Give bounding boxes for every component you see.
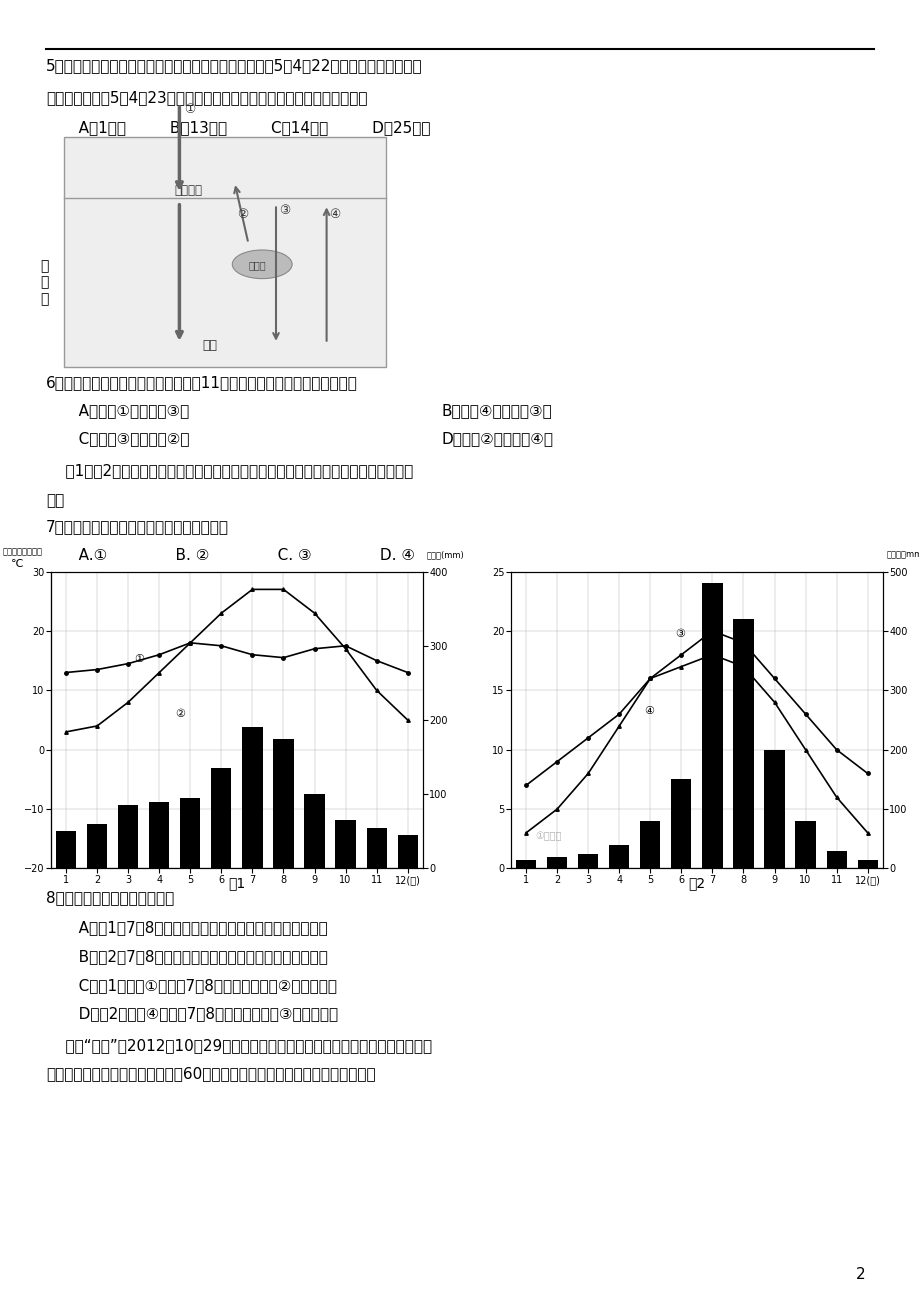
Text: 6．右图是大气受热过程示意图，该圶11日昼夜温差最小，主要是因为当日: 6．右图是大气受热过程示意图，该圶11日昼夜温差最小，主要是因为当日 xyxy=(46,375,357,391)
Bar xyxy=(825,850,845,868)
Text: A．图1中7、8月份降水丰富是因为对流运动旺盛多对流雨: A．图1中7、8月份降水丰富是因为对流运动旺盛多对流雨 xyxy=(64,921,328,936)
Text: 5．在北京的小红与在纽约（西五区）的小明于北京时间5月4日22时结束在网上交谈，并: 5．在北京的小红与在纽约（西五区）的小明于北京时间5月4日22时结束在网上交谈，… xyxy=(46,59,422,74)
Bar xyxy=(764,750,784,868)
Bar xyxy=(640,822,660,868)
Text: ②: ② xyxy=(237,208,248,221)
Bar xyxy=(397,835,417,868)
Text: C．白天③强，夜晚②弱: C．白天③强，夜晚②弱 xyxy=(64,431,189,447)
Text: B．图2中7、8月份降水量有所减少是受副热带高压的影响: B．图2中7、8月份降水量有所减少是受副热带高压的影响 xyxy=(64,949,328,965)
Text: ④: ④ xyxy=(329,208,340,221)
Bar xyxy=(211,768,232,868)
Text: ③: ③ xyxy=(278,204,289,217)
Text: ①正确云: ①正确云 xyxy=(535,831,562,841)
Text: 大气上界: 大气上界 xyxy=(175,184,202,197)
Text: 图2: 图2 xyxy=(687,876,704,891)
Bar xyxy=(149,802,169,868)
Text: C．图1中曲线①数值在7、8月份下降与曲线②的上升有关: C．图1中曲线①数值在7、8月份下降与曲线②的上升有关 xyxy=(64,978,337,993)
Bar xyxy=(795,822,815,868)
Text: ①: ① xyxy=(134,654,144,664)
Text: 大
气
层: 大 气 层 xyxy=(40,259,49,306)
Bar xyxy=(335,820,356,868)
Text: ④: ④ xyxy=(643,706,653,716)
Text: ②: ② xyxy=(175,710,185,719)
Text: 地面: 地面 xyxy=(202,339,217,352)
Text: 风暴“桑迪”于2012年10月29日在大西洋城登陆，对新泽西、纽约、康涅狄格州造: 风暴“桑迪”于2012年10月29日在大西洋城登陆，对新泽西、纽约、康涅狄格州造 xyxy=(46,1038,432,1053)
FancyBboxPatch shape xyxy=(64,137,386,367)
Text: A.①              B. ②              C. ③              D. ④: A.① B. ② C. ③ D. ④ xyxy=(64,548,415,564)
Text: 正确云: 正确云 xyxy=(248,260,267,271)
Text: 降水量(mm): 降水量(mm) xyxy=(426,551,464,560)
Bar xyxy=(701,583,721,868)
Text: D．白天②强，夜晚④强: D．白天②强，夜晚④强 xyxy=(441,431,553,447)
Text: 降水量（mm）: 降水量（mm） xyxy=(886,551,919,560)
Y-axis label: ℃: ℃ xyxy=(11,559,23,569)
Bar xyxy=(118,806,138,868)
Bar xyxy=(857,859,877,868)
Text: A．白天①强，夜晚③弱: A．白天①强，夜晚③弱 xyxy=(64,404,189,419)
Bar xyxy=(366,828,386,868)
Bar xyxy=(56,832,76,868)
Bar xyxy=(608,845,629,868)
Text: B．白天④强，夜晚③强: B．白天④强，夜晚③强 xyxy=(441,404,551,419)
Bar xyxy=(87,824,108,868)
Text: A．1小时         B．13小时         C．14小时         D．25小时: A．1小时 B．13小时 C．14小时 D．25小时 xyxy=(64,120,430,135)
Bar xyxy=(304,794,324,868)
Text: ①: ① xyxy=(184,103,195,116)
Text: 图1: 图1 xyxy=(228,876,244,891)
Text: 相约于纽约时间5月4日23时再谈。他们两次网上交谈的时间间隔是（　　）: 相约于纽约时间5月4日23时再谈。他们两次网上交谈的时间间隔是（ ） xyxy=(46,90,367,105)
Bar xyxy=(273,738,293,868)
Text: 题。: 题。 xyxy=(46,493,64,509)
Text: 7．图中表达拉萨日照时数曲线的是（　　）: 7．图中表达拉萨日照时数曲线的是（ ） xyxy=(46,519,229,535)
Text: 成严重损失。风暴已在美国造成趂60人死亡，数百万人断电断水。回答下列各题: 成严重损失。风暴已在美国造成趂60人死亡，数百万人断电断水。回答下列各题 xyxy=(46,1066,375,1082)
Text: 图1和图2为上海和拉萨两城市的日照时数、气温曲线和降水柱状图，据此回答下列小: 图1和图2为上海和拉萨两城市的日照时数、气温曲线和降水柱状图，据此回答下列小 xyxy=(46,464,413,479)
Text: D．图2中曲线④数值在7、8月份上升与曲线③的上升有关: D．图2中曲线④数值在7、8月份上升与曲线③的上升有关 xyxy=(64,1006,338,1022)
Bar xyxy=(732,618,753,868)
Bar xyxy=(242,728,262,868)
Text: 8．下列说法正确的是（　　）: 8．下列说法正确的是（ ） xyxy=(46,891,174,906)
Bar xyxy=(180,798,200,868)
Text: 2: 2 xyxy=(855,1267,864,1282)
Ellipse shape xyxy=(232,250,291,279)
Bar xyxy=(547,857,567,868)
Bar xyxy=(671,780,691,868)
Text: ③: ③ xyxy=(675,629,685,639)
Text: 日照时数（小时）: 日照时数（小时） xyxy=(2,548,42,557)
Bar xyxy=(577,854,597,868)
Bar xyxy=(516,859,536,868)
